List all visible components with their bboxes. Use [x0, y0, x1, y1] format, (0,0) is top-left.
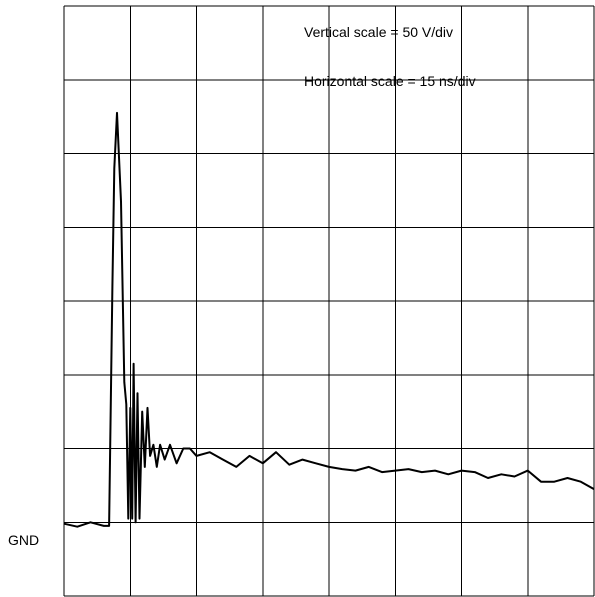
ground-label: GND	[8, 532, 39, 548]
horizontal-scale-annotation: Horizontal scale = 15 ns/div	[304, 73, 476, 89]
graticule	[63, 5, 595, 597]
waveform-traces	[63, 111, 595, 528]
vertical-scale-annotation: Vertical scale = 50 V/div	[304, 24, 453, 40]
waveform-trace-0	[63, 111, 595, 528]
